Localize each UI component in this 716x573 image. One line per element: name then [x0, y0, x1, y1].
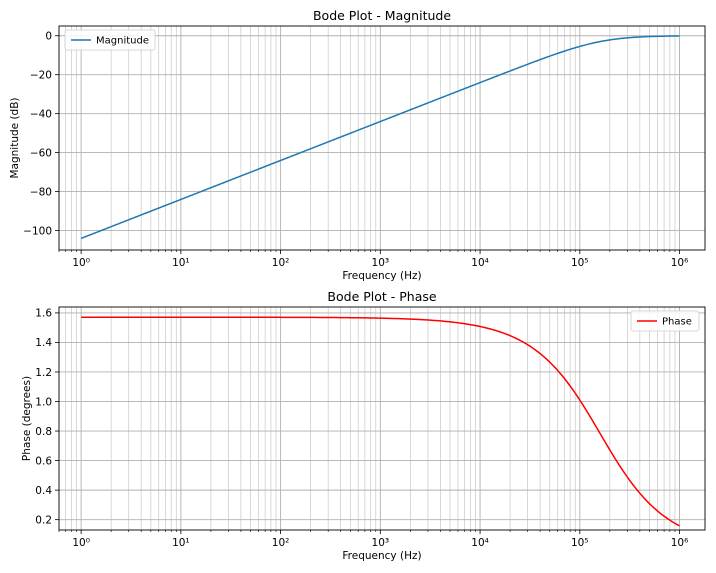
magnitude-series-layer — [80, 35, 680, 240]
y-tick-label: 1.4 — [35, 337, 52, 349]
y-tick-label: 0.2 — [35, 514, 52, 526]
x-tick-label: 10⁶ — [671, 537, 689, 549]
y-tick-label: 1.0 — [35, 396, 52, 408]
x-tick-label: 10¹ — [172, 257, 190, 269]
x-tick-label: 10⁵ — [571, 257, 589, 269]
y-tick-label: −60 — [30, 147, 52, 159]
magnitude-y-axis-label: Magnitude (dB) — [9, 97, 21, 178]
phase-legend: Phase — [630, 310, 700, 332]
x-tick-label: 10² — [272, 537, 290, 549]
magnitude-ticks: 10⁰ 10¹ 10² 10³ 10⁴ 10⁵ 10⁶ 0 −20 −40 −60 −80 −100 — [23, 31, 688, 269]
phase-y-axis-label: Phase (degrees) — [21, 376, 33, 461]
phase-line — [81, 316, 680, 527]
x-tick-label: 10¹ — [172, 537, 190, 549]
x-tick-label: 10³ — [372, 537, 390, 549]
x-tick-label: 10³ — [372, 257, 390, 269]
phase-grid — [58, 307, 705, 530]
x-tick-label: 10⁰ — [72, 257, 90, 269]
phase-axes-frame — [58, 306, 706, 531]
phase-series-layer — [81, 316, 680, 527]
magnitude-grid — [58, 26, 705, 250]
x-tick-label: 10⁴ — [471, 537, 489, 549]
magnitude-legend: Magnitude — [64, 29, 156, 51]
magnitude-axes-frame — [58, 25, 706, 251]
y-tick-label: 0 — [45, 31, 52, 43]
magnitude-line — [80, 35, 680, 240]
magnitude-subplot: 10⁰ 10¹ 10² 10³ 10⁴ 10⁵ 10⁶ 0 −20 −40 −60 −80 −100 B… — [9, 8, 706, 282]
y-tick-label: 0.8 — [35, 426, 52, 438]
magnitude-title: Bode Plot - Magnitude — [313, 8, 451, 23]
y-tick-label: −100 — [23, 225, 52, 237]
phase-legend-label: Phase — [662, 317, 692, 328]
phase-title: Bode Plot - Phase — [327, 289, 436, 304]
magnitude-x-axis-label: Frequency (Hz) — [342, 270, 421, 282]
phase-legend-box — [630, 310, 700, 332]
y-tick-label: 1.2 — [35, 367, 52, 379]
phase-x-axis-label: Frequency (Hz) — [342, 550, 421, 562]
y-tick-label: −20 — [30, 69, 52, 81]
magnitude-legend-box — [64, 29, 156, 51]
y-tick-label: −40 — [30, 108, 52, 120]
x-tick-label: 10⁶ — [671, 257, 689, 269]
x-tick-label: 10² — [272, 257, 290, 269]
phase-ticks: 10⁰ 10¹ 10² 10³ 10⁴ 10⁵ 10⁶ 0.2 0.4 0.6 0.8 1.0 1.2 1… — [35, 308, 688, 549]
y-tick-label: 1.6 — [35, 308, 52, 320]
y-tick-label: −80 — [30, 186, 52, 198]
phase-subplot: 10⁰ 10¹ 10² 10³ 10⁴ 10⁵ 10⁶ 0.2 0.4 0.6 0.8 1.0 1.2 1… — [21, 289, 706, 562]
x-tick-label: 10⁵ — [571, 537, 589, 549]
magnitude-legend-label: Magnitude — [96, 36, 149, 47]
y-tick-label: 0.4 — [35, 485, 52, 497]
x-tick-label: 10⁰ — [72, 537, 90, 549]
y-tick-label: 0.6 — [35, 455, 52, 467]
x-tick-label: 10⁴ — [471, 257, 489, 269]
